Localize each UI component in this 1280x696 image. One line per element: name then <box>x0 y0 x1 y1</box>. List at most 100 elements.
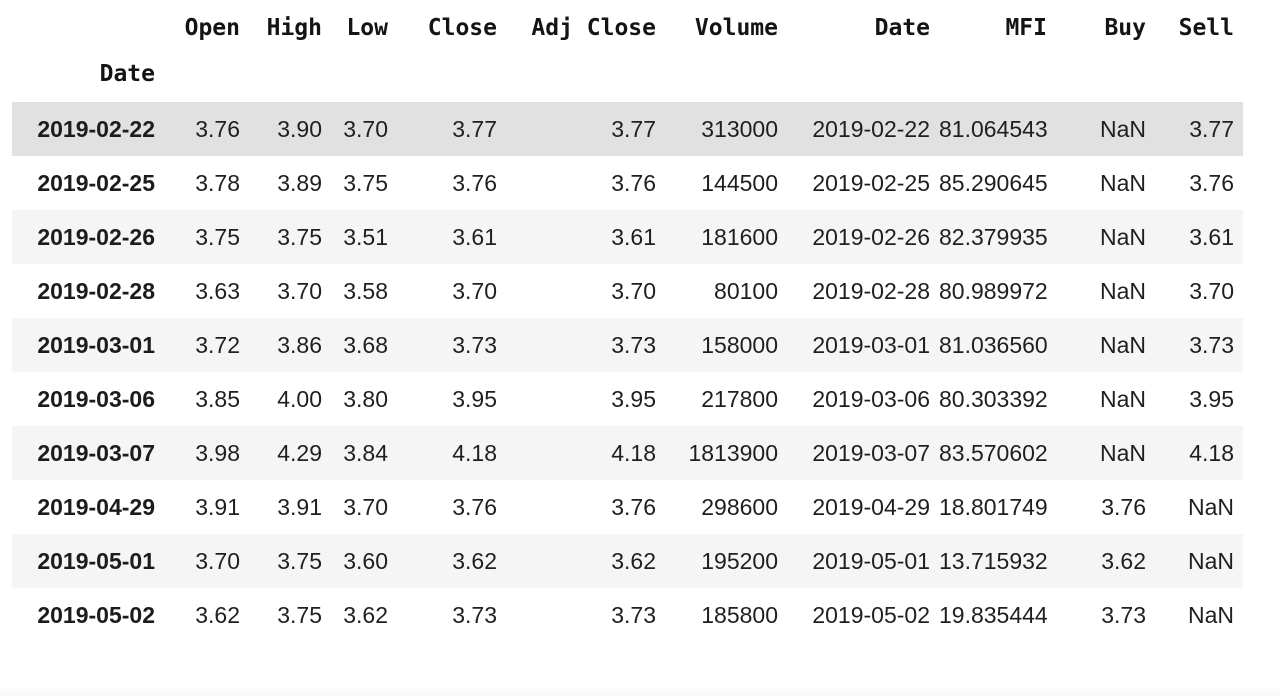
column-header: Sell <box>1178 15 1234 41</box>
data-cell: 3.77 <box>1189 116 1234 142</box>
data-cell: 3.80 <box>343 386 388 412</box>
data-cell: 3.68 <box>343 332 388 358</box>
data-cell: 2019-03-06 <box>812 386 930 412</box>
data-cell: 181600 <box>701 224 778 250</box>
data-cell: NaN <box>1099 224 1146 250</box>
blank-header-cell <box>787 50 939 102</box>
data-cell: 3.70 <box>452 278 497 304</box>
data-cell: NaN <box>1099 116 1146 142</box>
data-cell: 3.89 <box>277 170 322 196</box>
data-cell: 3.76 <box>195 116 240 142</box>
data-cell: 13.715932 <box>939 548 1048 574</box>
table-row: 2019-05-01 3.70 3.75 3.60 3.62 3.62 195200 2019… <box>12 534 1243 588</box>
index-cell: 2019-04-29 <box>37 494 155 520</box>
data-cell: 81.064543 <box>939 116 1048 142</box>
data-cell: 2019-05-01 <box>812 548 930 574</box>
data-cell: 1813900 <box>688 440 778 466</box>
table-row: 2019-02-25 3.78 3.89 3.75 3.76 3.76 144500 2019… <box>12 156 1243 210</box>
data-cell: 81.036560 <box>939 332 1048 358</box>
data-cell: 18.801749 <box>939 494 1048 520</box>
data-cell: NaN <box>1187 602 1234 628</box>
data-cell: 3.73 <box>1101 602 1146 628</box>
index-cell: 2019-03-07 <box>37 440 155 466</box>
data-cell: 80.303392 <box>939 386 1048 412</box>
data-cell: 80100 <box>714 278 778 304</box>
data-cell: 3.62 <box>343 602 388 628</box>
data-cell: 3.84 <box>343 440 388 466</box>
dataframe-header: Open High Low Close Adj Close Volume Date MFI Bu… <box>12 6 1243 102</box>
column-header-row: Open High Low Close Adj Close Volume Date MFI Bu… <box>12 6 1243 50</box>
blank-header-cell <box>939 50 1056 102</box>
data-cell: 3.73 <box>611 602 656 628</box>
data-cell: 85.290645 <box>939 170 1048 196</box>
next-cell-edge <box>0 686 1280 696</box>
data-cell: 3.95 <box>611 386 656 412</box>
data-cell: 3.75 <box>277 548 322 574</box>
index-cell: 2019-02-26 <box>37 224 155 250</box>
index-name-row: Date <box>12 50 1243 102</box>
blank-header-cell <box>1056 50 1155 102</box>
data-cell: 3.76 <box>452 170 497 196</box>
data-cell: 3.62 <box>611 548 656 574</box>
data-cell: 82.379935 <box>939 224 1048 250</box>
data-cell: 3.90 <box>277 116 322 142</box>
data-cell: 185800 <box>701 602 778 628</box>
data-cell: 19.835444 <box>939 602 1048 628</box>
column-header: Close <box>427 15 497 41</box>
column-header: Volume <box>694 15 778 41</box>
dataframe-body: 2019-02-22 3.76 3.90 3.70 3.77 3.77 313000 2019… <box>12 102 1243 642</box>
data-cell: 2019-04-29 <box>812 494 930 520</box>
data-cell: 3.73 <box>1189 332 1234 358</box>
data-cell: 80.989972 <box>939 278 1048 304</box>
data-cell: 3.62 <box>1101 548 1146 574</box>
data-cell: 3.60 <box>343 548 388 574</box>
data-cell: 3.61 <box>611 224 656 250</box>
data-cell: 3.73 <box>452 332 497 358</box>
data-cell: 158000 <box>701 332 778 358</box>
data-cell: 83.570602 <box>939 440 1048 466</box>
blank-header-cell <box>164 50 249 102</box>
column-header: Low <box>346 15 388 41</box>
column-header: High <box>266 15 322 41</box>
data-cell: 4.29 <box>277 440 322 466</box>
data-cell: NaN <box>1099 170 1146 196</box>
data-cell: 3.95 <box>452 386 497 412</box>
table-row: 2019-05-02 3.62 3.75 3.62 3.73 3.73 185800 2019… <box>12 588 1243 642</box>
data-cell: 3.73 <box>452 602 497 628</box>
data-cell: 3.75 <box>195 224 240 250</box>
index-cell: 2019-03-06 <box>37 386 155 412</box>
index-cell: 2019-05-02 <box>37 602 155 628</box>
data-cell: 3.70 <box>611 278 656 304</box>
index-cell: 2019-02-28 <box>37 278 155 304</box>
table-row: 2019-03-01 3.72 3.86 3.68 3.73 3.73 158000 2019… <box>12 318 1243 372</box>
index-cell: 2019-02-25 <box>37 170 155 196</box>
data-cell: 2019-05-02 <box>812 602 930 628</box>
data-cell: 3.72 <box>195 332 240 358</box>
data-cell: 3.58 <box>343 278 388 304</box>
data-cell: 3.61 <box>1189 224 1234 250</box>
data-cell: 3.98 <box>195 440 240 466</box>
data-cell: 3.62 <box>195 602 240 628</box>
data-cell: 2019-03-07 <box>812 440 930 466</box>
data-cell: 3.51 <box>343 224 388 250</box>
data-cell: 2019-02-28 <box>812 278 930 304</box>
data-cell: 217800 <box>701 386 778 412</box>
data-cell: 3.62 <box>452 548 497 574</box>
notebook-output-area: Open High Low Close Adj Close Volume Date MFI Bu… <box>0 6 1280 696</box>
column-header: Open <box>184 15 240 41</box>
data-cell: 313000 <box>701 116 778 142</box>
column-header: MFI <box>1005 15 1047 41</box>
index-cell: 2019-05-01 <box>37 548 155 574</box>
column-header: Adj Close <box>531 15 656 41</box>
data-cell: 3.61 <box>452 224 497 250</box>
blank-header-cell <box>665 50 787 102</box>
index-cell: 2019-03-01 <box>37 332 155 358</box>
index-name-cell: Date <box>99 61 155 87</box>
data-cell: 3.95 <box>1189 386 1234 412</box>
table-row: 2019-03-07 3.98 4.29 3.84 4.18 4.18 1813900 201… <box>12 426 1243 480</box>
data-cell: 2019-03-01 <box>812 332 930 358</box>
table-row: 2019-02-28 3.63 3.70 3.58 3.70 3.70 80100 2019-… <box>12 264 1243 318</box>
data-cell: 3.70 <box>343 494 388 520</box>
column-header: Date <box>874 15 930 41</box>
blank-header-cell <box>397 50 506 102</box>
